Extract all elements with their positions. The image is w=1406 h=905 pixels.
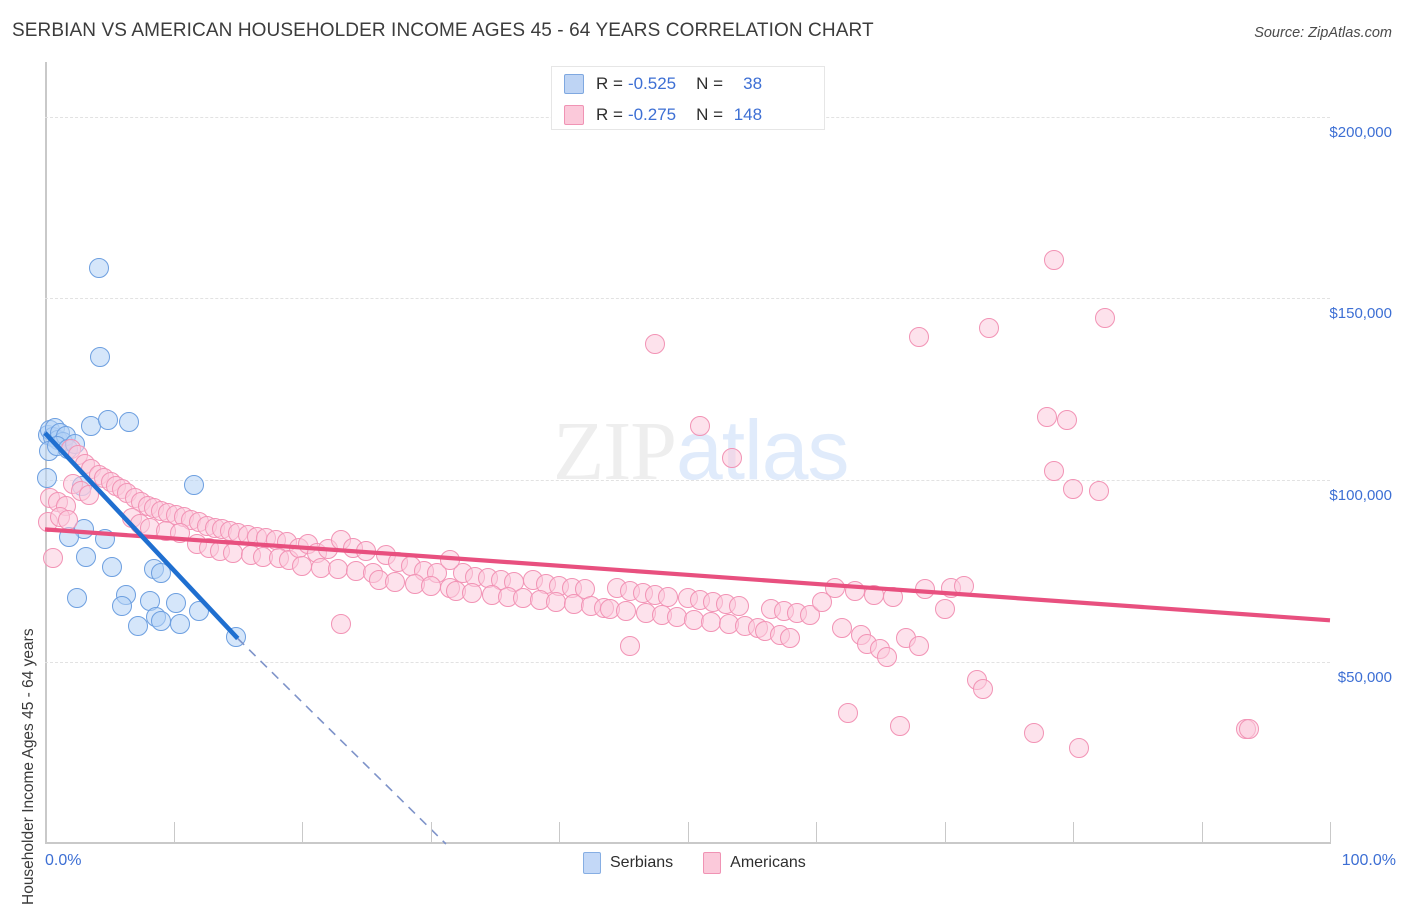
- data-point-americans: [1063, 479, 1083, 500]
- x-axis-tick: [687, 822, 689, 843]
- americans-legend-label: Americans: [730, 854, 806, 871]
- stats-row-serbians: R = -0.525 N = 38: [564, 70, 824, 98]
- serbians-legend-swatch: [583, 852, 601, 874]
- x-axis-tick: [1201, 822, 1203, 843]
- gridline: [45, 298, 1330, 300]
- x-axis-tick: [1330, 822, 1331, 843]
- data-point-americans: [799, 604, 820, 625]
- x-axis-tick: [430, 822, 432, 843]
- data-point-serbians: [118, 412, 139, 433]
- americans-r-value: -0.275: [627, 105, 677, 124]
- serbians-legend-label: Serbians: [610, 854, 674, 871]
- serbians-r-label: R =: [596, 74, 623, 93]
- y-axis-tick-label: $100,000: [1329, 487, 1392, 505]
- legend-item-serbians[interactable]: Serbians: [583, 852, 673, 874]
- data-point-serbians: [169, 613, 190, 634]
- data-point-americans: [1239, 719, 1260, 740]
- data-point-americans: [908, 326, 929, 347]
- data-point-americans: [812, 592, 833, 613]
- trendline: [44, 527, 1331, 623]
- americans-n-value: 148: [733, 105, 763, 124]
- americans-legend-swatch: [703, 852, 722, 874]
- x-axis-max-label: 100.0%: [1341, 852, 1396, 869]
- trendline: [43, 431, 240, 641]
- data-point-serbians: [90, 346, 111, 367]
- serbians-n-value: 38: [743, 74, 763, 93]
- data-point-americans: [889, 715, 910, 736]
- data-point-serbians: [97, 410, 118, 431]
- data-point-serbians: [112, 595, 133, 616]
- x-axis-min-label: 0.0%: [45, 852, 82, 869]
- plot-area: [36, 62, 1331, 845]
- x-axis-tick: [302, 822, 303, 843]
- data-point-americans: [78, 484, 99, 505]
- data-point-americans: [1088, 481, 1109, 502]
- serbians-r-value: -0.525: [627, 74, 677, 93]
- correlation-stats-box: R = -0.525 N = 38 R = -0.275 N = 148: [551, 66, 825, 130]
- gridline: [45, 480, 1330, 482]
- data-point-americans: [973, 679, 994, 700]
- data-point-serbians: [189, 601, 210, 622]
- data-point-americans: [461, 583, 482, 604]
- data-point-americans: [615, 601, 636, 622]
- x-axis-line: [45, 842, 1331, 844]
- y-axis-tick-label: $200,000: [1329, 123, 1392, 141]
- legend-item-americans[interactable]: Americans: [703, 852, 806, 874]
- data-point-serbians: [88, 257, 109, 278]
- x-axis-tick: [816, 822, 817, 843]
- data-point-americans: [934, 599, 955, 620]
- data-point-americans: [1069, 737, 1090, 758]
- data-point-americans: [831, 617, 852, 638]
- series-legend: Serbians Americans: [583, 852, 806, 874]
- x-axis-tick: [173, 822, 175, 843]
- serbians-n-label: N =: [696, 74, 724, 93]
- serbians-color-swatch: [564, 74, 584, 94]
- data-point-serbians: [36, 468, 57, 489]
- data-point-americans: [384, 572, 405, 593]
- data-point-americans: [690, 415, 711, 436]
- data-point-americans: [722, 448, 743, 469]
- data-point-americans: [1043, 250, 1064, 271]
- data-point-serbians: [166, 593, 187, 614]
- data-point-americans: [619, 635, 640, 656]
- data-point-americans: [780, 628, 801, 649]
- trendlines: [43, 431, 1331, 845]
- data-point-americans: [728, 595, 749, 616]
- y-axis-title: Householder Income Ages 45 - 64 years: [20, 628, 37, 905]
- data-point-americans: [1095, 308, 1116, 329]
- data-point-serbians: [67, 588, 88, 609]
- x-axis-tick: [559, 822, 560, 843]
- data-point-americans: [645, 333, 666, 354]
- data-point-serbians: [127, 615, 148, 636]
- y-axis-tick-label: $150,000: [1329, 305, 1392, 323]
- data-point-americans: [979, 317, 1000, 338]
- data-point-americans: [1043, 461, 1064, 482]
- stats-row-americans: R = -0.275 N = 148: [564, 101, 824, 129]
- x-axis-tick: [944, 822, 946, 843]
- data-point-serbians: [184, 474, 205, 495]
- data-point-americans: [330, 613, 351, 634]
- data-point-serbians: [101, 556, 122, 577]
- americans-n-label: N =: [696, 105, 724, 124]
- data-point-americans: [1056, 410, 1077, 431]
- americans-color-swatch: [564, 105, 584, 125]
- gridline: [45, 662, 1330, 664]
- data-point-americans: [42, 548, 63, 569]
- trendline: [237, 637, 447, 845]
- y-axis-tick-label: $50,000: [1337, 669, 1392, 687]
- x-axis-tick: [1073, 822, 1074, 843]
- americans-r-label: R =: [596, 105, 623, 124]
- data-point-americans: [1024, 723, 1045, 744]
- data-point-americans: [908, 635, 929, 656]
- source-attribution: Source: ZipAtlas.com: [1254, 25, 1392, 41]
- data-point-serbians: [76, 546, 97, 567]
- x-axis-tick: [45, 822, 46, 843]
- data-point-americans: [876, 646, 897, 667]
- data-point-serbians: [150, 563, 171, 584]
- data-point-americans: [838, 703, 859, 724]
- page-title: SERBIAN VS AMERICAN HOUSEHOLDER INCOME A…: [12, 20, 874, 41]
